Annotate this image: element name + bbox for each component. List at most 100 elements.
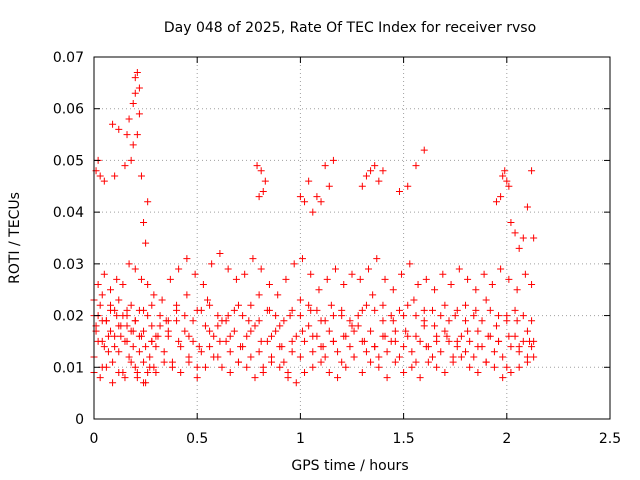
data-point (135, 84, 143, 92)
data-point (148, 301, 156, 309)
data-point (395, 187, 403, 195)
data-point (268, 332, 276, 340)
data-point (391, 337, 399, 345)
data-point (104, 332, 112, 340)
data-point (523, 358, 531, 366)
data-point (261, 177, 269, 185)
data-point (346, 343, 354, 351)
data-point (148, 337, 156, 345)
y-axis-label: ROTI / TECUs (7, 192, 23, 284)
data-point (109, 120, 117, 128)
data-point (307, 306, 315, 314)
data-point (144, 368, 152, 376)
data-point (247, 353, 255, 361)
data-point (389, 286, 397, 294)
data-point (412, 332, 420, 340)
data-point (371, 162, 379, 170)
data-point (243, 332, 251, 340)
data-point (230, 306, 238, 314)
data-point (323, 275, 331, 283)
data-point (381, 332, 389, 340)
data-point (424, 358, 432, 366)
data-point (94, 281, 102, 289)
data-point (292, 379, 300, 387)
data-point (127, 301, 135, 309)
data-point (383, 348, 391, 356)
data-point (131, 74, 139, 82)
x-tick-label: 1.5 (392, 431, 414, 447)
data-point (350, 327, 358, 335)
data-point (175, 265, 183, 273)
data-point (449, 358, 457, 366)
data-point (193, 374, 201, 382)
axis-ticks: 0 0.5 1 1.5 2 2.5 0 0.01 0.02 0.03 0.04 0.05 0.06 0.0… (53, 50, 621, 447)
data-point (367, 327, 375, 335)
data-point (278, 343, 286, 351)
data-point (140, 358, 148, 366)
data-point (142, 343, 150, 351)
data-point (354, 322, 362, 330)
data-point (298, 255, 306, 263)
data-point (490, 363, 498, 371)
data-point (466, 363, 474, 371)
data-point (181, 312, 189, 320)
data-point (113, 312, 121, 320)
data-point (495, 312, 503, 320)
grid (94, 57, 610, 419)
data-point (113, 275, 121, 283)
data-point (441, 368, 449, 376)
data-point (301, 368, 309, 376)
data-point (177, 368, 185, 376)
data-point (309, 332, 317, 340)
data-point (414, 281, 422, 289)
data-point (371, 343, 379, 351)
data-point (201, 322, 209, 330)
data-point (350, 353, 358, 361)
data-point (135, 332, 143, 340)
data-point (257, 265, 265, 273)
data-point (288, 348, 296, 356)
data-point (125, 353, 133, 361)
data-point (445, 337, 453, 345)
data-point (296, 312, 304, 320)
data-point (146, 353, 154, 361)
y-tick-label: 0.03 (53, 257, 84, 273)
data-point (115, 125, 123, 133)
data-point (309, 348, 317, 356)
data-point (140, 379, 148, 387)
data-point (109, 358, 117, 366)
data-point (505, 332, 513, 340)
data-point (197, 348, 205, 356)
data-point (234, 301, 242, 309)
data-point (309, 363, 317, 371)
data-point (360, 337, 368, 345)
data-point (474, 343, 482, 351)
data-point (214, 322, 222, 330)
data-point (177, 343, 185, 351)
data-point (119, 281, 127, 289)
data-point (201, 363, 209, 371)
data-point (431, 322, 439, 330)
data-point (315, 286, 323, 294)
data-point (486, 306, 494, 314)
data-point (340, 332, 348, 340)
data-point (383, 374, 391, 382)
data-point (499, 353, 507, 361)
data-point (342, 363, 350, 371)
data-point (96, 301, 104, 309)
data-point (286, 312, 294, 320)
data-point (156, 322, 164, 330)
data-point (511, 332, 519, 340)
data-point (321, 162, 329, 170)
data-point (183, 255, 191, 263)
y-tick-label: 0 (75, 412, 84, 428)
data-point (408, 348, 416, 356)
x-tick-label: 2.5 (599, 431, 621, 447)
data-point (189, 337, 197, 345)
data-point (439, 270, 447, 278)
data-point (474, 327, 482, 335)
data-point (243, 363, 251, 371)
data-point (232, 275, 240, 283)
data-point (480, 270, 488, 278)
